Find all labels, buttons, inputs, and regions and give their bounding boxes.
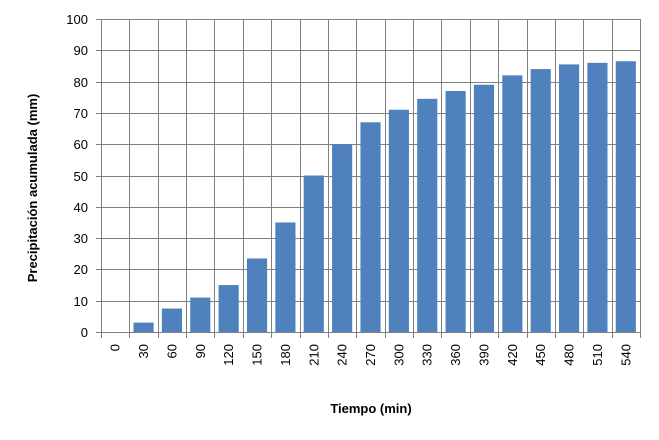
x-tick-label: 150 xyxy=(250,344,265,366)
x-tick-label: 330 xyxy=(420,344,435,366)
x-tick-label: 450 xyxy=(533,344,548,366)
x-tick-label: 420 xyxy=(505,344,520,366)
y-tick-label: 40 xyxy=(74,200,88,215)
y-tick-label: 50 xyxy=(74,169,88,184)
bar-540 xyxy=(615,61,636,332)
bar-90 xyxy=(190,297,211,332)
bar-60 xyxy=(161,308,182,332)
x-tick-label: 360 xyxy=(448,344,463,366)
bar-510 xyxy=(587,62,608,332)
bar-270 xyxy=(360,122,381,332)
bar-480 xyxy=(559,64,580,332)
x-tick-label: 0 xyxy=(108,344,123,351)
bar-180 xyxy=(275,222,296,332)
bar-30 xyxy=(133,322,154,332)
x-tick-labels: 0 30 60 90 120 150 180 210 240 270 300 330 360 390 420… xyxy=(108,344,634,366)
bar-300 xyxy=(388,109,409,333)
x-tick-label: 90 xyxy=(193,344,208,358)
y-tick-label: 80 xyxy=(74,75,88,90)
bar-120 xyxy=(218,285,239,332)
y-tick-label: 90 xyxy=(74,43,88,58)
bar-360 xyxy=(445,90,466,333)
x-tick-label: 120 xyxy=(221,344,236,366)
y-tick-label: 0 xyxy=(81,325,88,340)
x-tick-label: 390 xyxy=(476,344,491,366)
x-tick-label: 30 xyxy=(136,344,151,358)
x-tick-label: 300 xyxy=(391,344,406,366)
x-tick-label: 270 xyxy=(363,344,378,366)
bar-330 xyxy=(417,98,438,332)
x-tick-label: 180 xyxy=(278,344,293,366)
x-tick-label: 240 xyxy=(335,344,350,366)
x-tick-label: 540 xyxy=(618,344,633,366)
x-axis-title: Tiempo (min) xyxy=(330,401,411,416)
bar-390 xyxy=(473,84,495,332)
y-tick-label: 100 xyxy=(66,12,88,27)
x-tick-label: 480 xyxy=(562,344,577,366)
y-axis-title: Precipitación acumulada (mm) xyxy=(25,94,40,283)
bar-150 xyxy=(246,258,268,332)
x-tick-label: 210 xyxy=(306,344,321,366)
y-tick-label: 10 xyxy=(74,294,88,309)
bar-240 xyxy=(332,144,353,332)
bar-450 xyxy=(530,69,551,332)
x-tick-label: 510 xyxy=(590,344,605,366)
bar-420 xyxy=(502,75,523,332)
bar-210 xyxy=(303,175,324,332)
y-tick-label: 70 xyxy=(74,106,88,121)
y-tick-label: 20 xyxy=(74,262,88,277)
y-tick-label: 30 xyxy=(74,231,88,246)
y-tick-label: 60 xyxy=(74,137,88,152)
bars xyxy=(133,61,636,333)
y-tick-labels: 0 10 20 30 40 50 60 70 80 90 100 xyxy=(66,12,88,340)
x-tick-label: 60 xyxy=(164,344,179,358)
